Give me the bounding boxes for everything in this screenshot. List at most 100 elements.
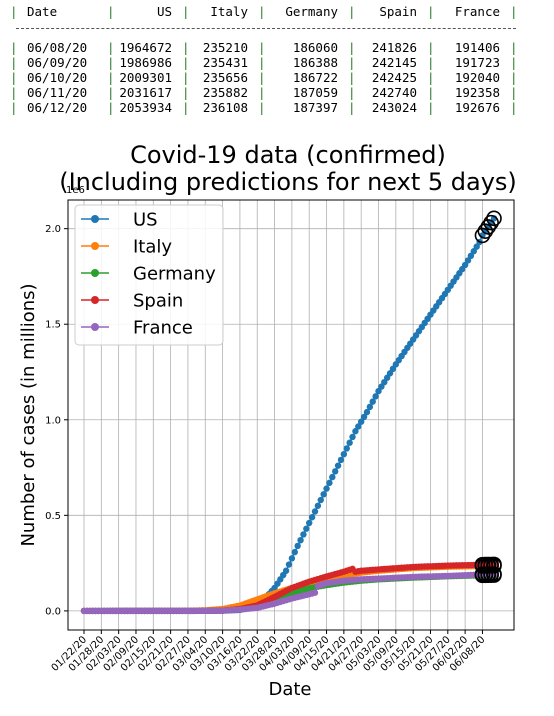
column-separator: | xyxy=(258,85,266,100)
table-cell: 06/09/20 xyxy=(27,55,88,70)
data-point xyxy=(329,473,336,481)
data-point xyxy=(294,542,301,550)
chart-subtitle: (Including predictions for next 5 days) xyxy=(59,168,517,196)
prediction-marker xyxy=(474,227,491,244)
legend-marker xyxy=(91,269,99,277)
table-header-cell: France xyxy=(454,4,500,19)
y-axis-ticks: 0.0 0.5 1.0 1.5 2.0 xyxy=(45,224,68,617)
column-separator: | xyxy=(10,100,18,115)
table-header-cell: Germany xyxy=(285,4,338,19)
data-point xyxy=(470,248,477,255)
table-cell: 06/08/20 xyxy=(27,40,88,55)
prediction-marker xyxy=(483,214,499,231)
column-separator: | xyxy=(510,85,518,100)
table-cell: 242425 xyxy=(371,70,417,85)
y-tick-label: 0.5 xyxy=(45,511,61,522)
column-separator: | xyxy=(107,70,115,85)
column-separator: | xyxy=(10,40,18,55)
y-tick-label: 2.0 xyxy=(45,224,61,235)
prediction-markers xyxy=(474,210,502,584)
table-cell: 06/11/20 xyxy=(27,85,88,100)
data-point xyxy=(464,257,472,264)
data-point xyxy=(461,261,469,269)
table-cell: 06/10/20 xyxy=(27,70,88,85)
data-point xyxy=(357,418,365,425)
table-header-cell: US xyxy=(156,4,172,19)
column-separator: | xyxy=(258,40,266,55)
column-separator: | xyxy=(427,100,435,115)
prediction-marker xyxy=(486,210,502,227)
column-separator: | xyxy=(510,40,518,55)
column-separator: | xyxy=(427,85,435,100)
table-cell: 187059 xyxy=(292,85,338,100)
data-point xyxy=(360,413,368,421)
column-separator: | xyxy=(107,85,115,100)
data-point xyxy=(291,548,298,556)
legend-item-france: France xyxy=(81,318,193,339)
data-point xyxy=(288,555,296,562)
legend-label: Italy xyxy=(133,237,172,258)
column-separator: | xyxy=(258,70,266,85)
series-france xyxy=(80,570,498,615)
data-point xyxy=(311,508,319,515)
column-separator: | xyxy=(182,40,190,55)
column-separator: | xyxy=(182,100,190,115)
table-cell: 192676 xyxy=(454,100,500,115)
table-cell: 1964672 xyxy=(119,40,172,55)
prediction-marker xyxy=(486,566,502,582)
x-axis-label: Date xyxy=(268,679,311,700)
data-point xyxy=(320,491,327,498)
column-separator: | xyxy=(348,70,356,85)
chart-title: Covid-19 data (confirmed) xyxy=(130,141,446,169)
column-separator: | xyxy=(348,4,356,19)
table-cell: 235882 xyxy=(202,85,248,100)
data-point xyxy=(317,496,324,504)
table-cell: 241826 xyxy=(371,40,417,55)
column-separator: | xyxy=(107,55,115,70)
legend-label: Germany xyxy=(133,264,216,285)
prediction-marker xyxy=(480,219,497,235)
table-cell: 2009301 xyxy=(119,70,172,85)
column-separator: | xyxy=(427,70,435,85)
table-row: 06/09/20 1986986 235431 186388 242145 191723 |… xyxy=(2,55,552,71)
table-cell: 235210 xyxy=(202,40,248,55)
data-point xyxy=(306,519,313,527)
table-row: 06/08/20 1964672 235210 186060 241826 191406 |… xyxy=(2,40,552,56)
column-separator: | xyxy=(510,55,518,70)
legend-label: France xyxy=(133,318,193,339)
column-separator: | xyxy=(348,40,356,55)
table-cell: 2031617 xyxy=(119,85,172,100)
column-separator: | xyxy=(10,70,18,85)
data-point xyxy=(337,456,345,464)
data-point xyxy=(285,561,293,568)
data-point xyxy=(340,450,348,458)
table-cell: 192358 xyxy=(454,85,500,100)
data-point xyxy=(314,502,322,509)
y-offset-label: 1e6 xyxy=(66,185,85,196)
table-header-cell: Date xyxy=(27,4,58,19)
data-point xyxy=(308,514,316,521)
table-cell: 186722 xyxy=(292,70,338,85)
column-separator: | xyxy=(348,100,356,115)
table-cell: 191723 xyxy=(454,55,500,70)
table-cell: 242740 xyxy=(371,85,417,100)
legend-marker xyxy=(91,323,99,331)
column-separator: | xyxy=(182,70,190,85)
legend-item-spain: Spain xyxy=(81,291,183,312)
data-point xyxy=(300,531,307,538)
data-point xyxy=(346,439,353,446)
data-point xyxy=(331,468,339,475)
y-tick-label: 0.0 xyxy=(45,606,61,617)
table-cell: 186060 xyxy=(292,40,338,55)
plot-area xyxy=(67,199,515,631)
legend-marker xyxy=(91,296,99,304)
data-point xyxy=(297,536,304,544)
column-separator: | xyxy=(107,4,115,19)
column-separator: | xyxy=(10,85,18,100)
y-tick-label: 1.5 xyxy=(45,320,61,331)
table-cell: 242145 xyxy=(371,55,417,70)
column-separator: | xyxy=(10,55,18,70)
data-point xyxy=(334,462,342,469)
data-point xyxy=(467,252,475,260)
table-cell: 1986986 xyxy=(119,55,172,70)
